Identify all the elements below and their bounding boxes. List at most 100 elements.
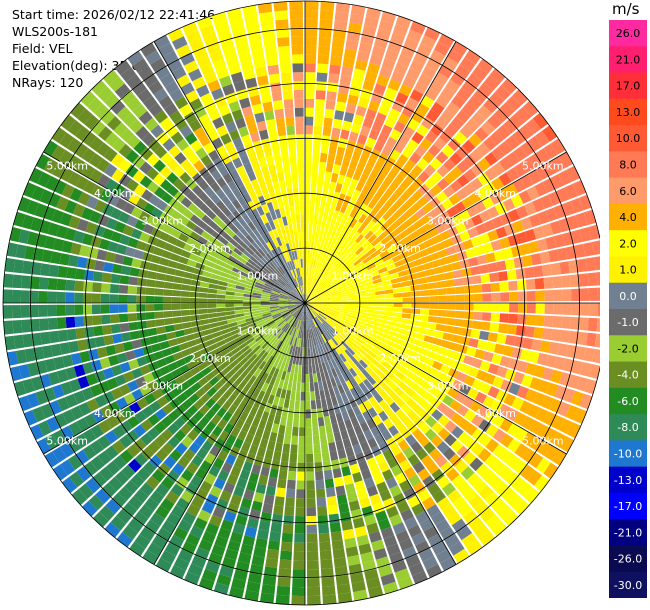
velocity-gate xyxy=(199,480,213,493)
velocity-gate xyxy=(312,318,318,328)
velocity-gate xyxy=(125,164,139,178)
velocity-gate xyxy=(543,160,558,177)
velocity-gate xyxy=(279,308,289,313)
velocity-gate xyxy=(423,526,439,540)
velocity-gate xyxy=(543,143,558,160)
velocity-gate xyxy=(283,253,289,263)
velocity-gate xyxy=(387,168,398,181)
velocity-gate xyxy=(308,276,312,286)
velocity-gate xyxy=(273,328,282,336)
velocity-gate xyxy=(329,312,339,318)
velocity-gate xyxy=(437,427,451,441)
velocity-gate xyxy=(273,414,281,425)
velocity-gate xyxy=(307,586,321,597)
velocity-gate xyxy=(356,432,367,444)
velocity-gate xyxy=(284,314,292,321)
velocity-gate xyxy=(329,288,339,294)
velocity-gate xyxy=(466,540,483,556)
velocity-gate xyxy=(185,482,199,496)
velocity-gate xyxy=(417,171,430,183)
velocity-gate xyxy=(466,73,483,88)
velocity-gate xyxy=(229,586,245,599)
velocity-gate xyxy=(223,246,233,255)
velocity-gate xyxy=(398,83,413,97)
velocity-gate xyxy=(172,316,183,324)
velocity-gate xyxy=(212,506,226,519)
velocity-gate xyxy=(395,370,406,381)
velocity-gate xyxy=(197,376,209,387)
velocity-gate xyxy=(337,221,345,232)
velocity-gate xyxy=(310,187,317,197)
velocity-gate xyxy=(317,326,323,335)
velocity-gate xyxy=(210,348,221,357)
velocity-gate xyxy=(295,259,300,269)
velocity-gate xyxy=(284,262,291,272)
velocity-gate xyxy=(308,286,313,296)
velocity-gate xyxy=(162,296,172,303)
velocity-gate xyxy=(305,285,308,295)
velocity-gate xyxy=(455,303,465,311)
velocity-gate xyxy=(513,146,528,162)
velocity-gate xyxy=(231,109,244,121)
velocity-gate xyxy=(78,402,92,416)
velocity-gate xyxy=(236,42,250,55)
velocity-gate xyxy=(299,296,305,303)
velocity-gate xyxy=(189,291,199,298)
colorbar-tick-label: -8.0 xyxy=(617,421,638,434)
velocity-gate xyxy=(355,181,365,192)
velocity-gate xyxy=(272,314,282,320)
velocity-gate xyxy=(108,476,123,492)
velocity-gate xyxy=(242,214,252,224)
velocity-gate xyxy=(379,347,390,356)
velocity-gate xyxy=(426,504,441,518)
velocity-gate xyxy=(305,400,311,410)
velocity-gate xyxy=(322,460,332,471)
velocity-gate xyxy=(139,175,153,189)
velocity-gate xyxy=(400,415,412,427)
velocity-gate xyxy=(475,463,490,478)
velocity-gate xyxy=(467,366,480,378)
velocity-gate xyxy=(114,470,130,486)
velocity-gate xyxy=(187,563,204,577)
velocity-gate xyxy=(242,5,257,17)
velocity-gate xyxy=(244,372,253,382)
velocity-gate xyxy=(503,118,518,134)
azimuth-spoke xyxy=(304,302,457,565)
velocity-gate xyxy=(80,91,97,107)
velocity-gate xyxy=(301,311,304,321)
velocity-gate xyxy=(416,327,427,335)
velocity-gate xyxy=(544,428,559,444)
velocity-gate xyxy=(209,514,223,527)
velocity-gate xyxy=(361,274,372,281)
velocity-gate xyxy=(255,408,264,420)
velocity-gate xyxy=(212,331,223,338)
velocity-gate xyxy=(384,116,397,129)
velocity-gate xyxy=(477,58,494,74)
velocity-gate xyxy=(130,206,143,219)
velocity-gate xyxy=(107,401,121,414)
velocity-gate xyxy=(470,163,484,177)
velocity-gate xyxy=(327,359,334,370)
velocity-gate xyxy=(394,397,406,408)
velocity-gate xyxy=(436,441,450,454)
velocity-gate xyxy=(373,140,385,153)
velocity-gate xyxy=(241,106,253,118)
velocity-gate xyxy=(236,165,247,177)
velocity-gate xyxy=(549,398,563,414)
velocity-gate xyxy=(66,328,77,341)
velocity-gate xyxy=(60,425,75,441)
velocity-gate xyxy=(373,548,388,560)
velocity-gate xyxy=(321,292,330,297)
velocity-gate xyxy=(314,232,320,243)
velocity-gate xyxy=(310,328,315,338)
velocity-gate xyxy=(362,165,373,176)
velocity-gate xyxy=(261,138,271,149)
velocity-gate xyxy=(288,345,294,355)
velocity-gate xyxy=(260,301,270,303)
velocity-gate xyxy=(293,551,305,561)
velocity-gate xyxy=(234,418,245,430)
velocity-gate xyxy=(194,356,205,366)
velocity-gate xyxy=(330,172,339,183)
velocity-gate xyxy=(217,418,228,430)
velocity-gate xyxy=(320,323,328,332)
